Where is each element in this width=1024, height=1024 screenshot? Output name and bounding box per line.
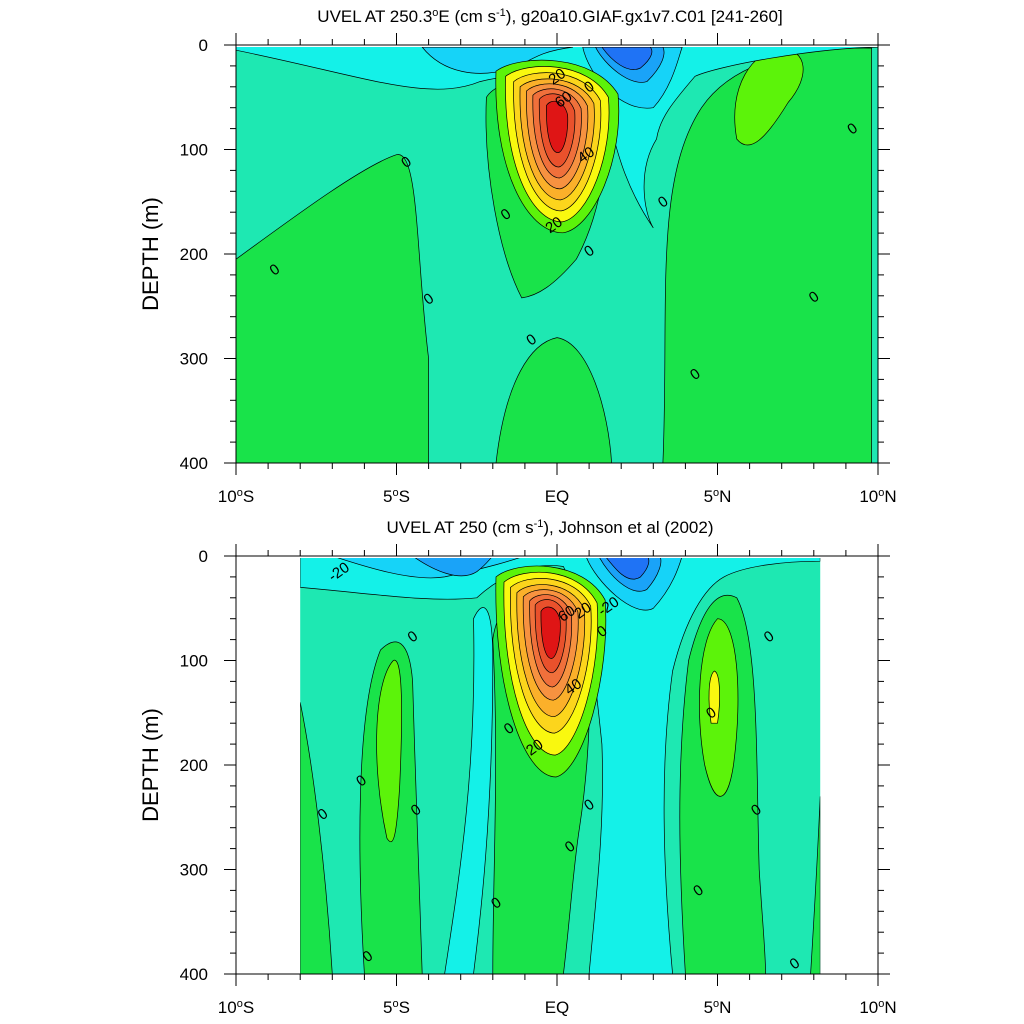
contour-label: 20: [523, 736, 546, 759]
x-tick-label: 5oN: [704, 487, 732, 506]
y-tick-label: 0: [199, 547, 208, 566]
y-tick-label: 400: [180, 965, 208, 984]
band-neg10-west: [300, 558, 821, 974]
panel-model: UVEL AT 250.3oE (cm s-1), g20a10.GIAF.gx…: [138, 7, 897, 506]
contour-label: 20: [571, 599, 594, 622]
y-tick-label: 300: [180, 861, 208, 880]
band-10-east-edge: [810, 796, 821, 974]
y-tick-label: 300: [180, 350, 208, 369]
panel-observations: UVEL AT 250 (cm s-1), Johnson et al (200…: [138, 518, 897, 1017]
contour-label: 40: [562, 675, 585, 698]
contour-label: 20: [542, 213, 565, 236]
band-20-south: [376, 660, 402, 843]
contour-label: 40: [574, 143, 597, 166]
y-axis-title: DEPTH (m): [138, 197, 163, 311]
contour-field: [236, 47, 878, 463]
y-tick-label: 100: [180, 141, 208, 160]
y-tick-label: 400: [180, 454, 208, 473]
panel-title: UVEL AT 250.3oE (cm s-1), g20a10.GIAF.gx…: [317, 7, 782, 26]
x-tick-label: EQ: [545, 487, 570, 506]
contour-label: 60: [555, 602, 578, 625]
x-tick-label: 10oS: [218, 998, 254, 1017]
contour-field: [300, 558, 821, 974]
y-tick-label: 0: [199, 36, 208, 55]
x-tick-label: 10oN: [859, 487, 896, 506]
x-tick-label: 5oS: [383, 487, 410, 506]
band-10-southwest: [236, 154, 429, 463]
y-tick-label: 200: [180, 245, 208, 264]
x-tick-label: 10oS: [218, 487, 254, 506]
band-neg40-north: [606, 558, 650, 580]
y-tick-label: 100: [180, 652, 208, 671]
band-30-north: [708, 670, 720, 724]
band-neg10-mid: [444, 607, 494, 974]
x-tick-label: 5oS: [383, 998, 410, 1017]
band-10-far-west: [300, 702, 333, 974]
panel-title: UVEL AT 250 (cm s-1), Johnson et al (200…: [387, 518, 714, 537]
y-axis-title: DEPTH (m): [138, 708, 163, 822]
x-tick-label: 10oN: [859, 998, 896, 1017]
x-tick-label: EQ: [545, 998, 570, 1017]
band-20-north: [734, 47, 804, 146]
band-neg10-top: [236, 47, 878, 229]
x-tick-label: 5oN: [704, 998, 732, 1017]
contour-label: 60: [552, 88, 575, 111]
band-90-jet: [540, 606, 561, 659]
band-10-eq-deep: [495, 337, 612, 463]
y-tick-label: 200: [180, 756, 208, 775]
band-90-jet: [546, 100, 569, 154]
contour-label: 20: [546, 65, 569, 88]
band-neg30-west: [414, 558, 492, 577]
band-neg40: [601, 47, 653, 70]
